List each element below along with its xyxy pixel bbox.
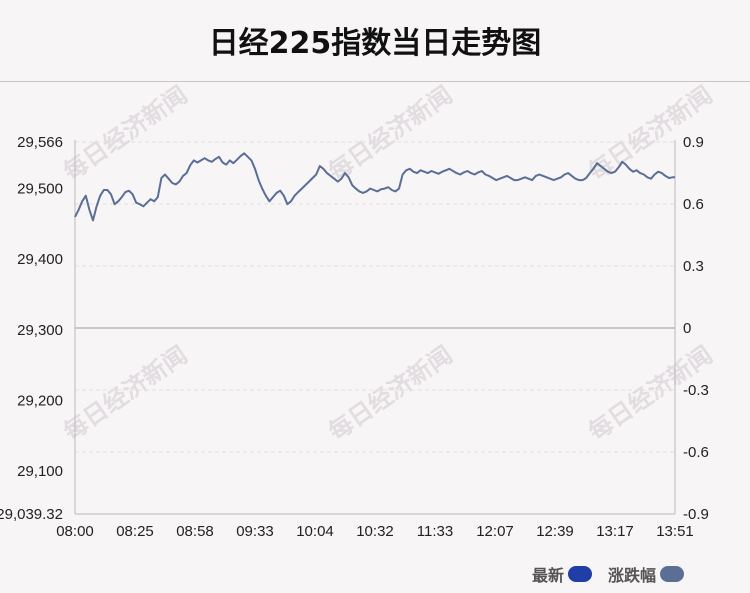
y-right-tick-label: 0.6 <box>683 196 704 213</box>
legend-swatch-latest <box>567 566 592 582</box>
gridlines <box>75 141 675 515</box>
watermark-text: 每日经济新闻 <box>323 341 457 447</box>
legend-swatch-change <box>660 566 684 582</box>
y-left-tick-label: 29,100 <box>17 463 63 480</box>
y-left-ticks: 29,566 29,500 29,400 29,300 29,200 29,100 29,0… <box>0 134 63 523</box>
y-right-tick-label: -0.9 <box>683 506 709 523</box>
y-right-ticks: 0.9 0.6 0.3 0 -0.3 -0.6 -0.9 <box>683 134 709 523</box>
x-tick-label: 09:33 <box>236 523 274 540</box>
watermark-text: 每日经济新闻 <box>58 81 192 187</box>
legend-label-change: 涨跌幅 <box>607 566 656 585</box>
y-right-tick-label: 0.3 <box>683 258 704 275</box>
x-tick-label: 08:58 <box>176 523 214 540</box>
axes <box>74 140 676 515</box>
watermark-text: 每日经济新闻 <box>323 81 457 187</box>
x-tick-label: 12:07 <box>476 523 514 540</box>
y-left-tick-label: 29,566 <box>17 134 63 151</box>
series-layer <box>74 152 675 222</box>
watermark-text: 每日经济新闻 <box>58 341 192 447</box>
x-tick-label: 13:17 <box>596 523 634 540</box>
legend-label-latest: 最新 <box>531 566 564 585</box>
y-right-tick-label: -0.6 <box>683 444 709 461</box>
legend: 最新 涨跌幅 <box>516 562 684 586</box>
title-divider <box>0 81 750 82</box>
x-tick-label: 12:39 <box>536 523 574 540</box>
x-tick-label: 08:00 <box>56 523 94 540</box>
series-line <box>74 152 675 222</box>
y-left-tick-label: 29,200 <box>17 393 63 410</box>
y-left-tick-label: 29,039.32 <box>0 506 63 523</box>
x-tick-label: 10:04 <box>296 523 334 540</box>
y-left-tick-label: 29,300 <box>17 322 63 339</box>
x-tick-label: 08:25 <box>116 523 154 540</box>
x-tick-label: 13:51 <box>656 523 694 540</box>
y-right-tick-label: -0.3 <box>683 382 709 399</box>
legend-item-change[interactable]: 涨跌幅 <box>608 562 684 586</box>
x-tick-label: 11:33 <box>417 523 453 540</box>
x-ticks: 08:00 08:25 08:58 09:33 10:04 10:32 11:33 12:07… <box>56 523 694 540</box>
x-tick-label: 10:32 <box>356 523 394 540</box>
legend-item-latest[interactable]: 最新 <box>532 562 592 586</box>
y-left-tick-label: 29,500 <box>17 181 63 198</box>
y-right-tick-label: 0.9 <box>683 134 704 151</box>
chart-title: 日经225指数当日走势图 <box>208 26 542 61</box>
y-right-tick-label: 0 <box>683 320 691 337</box>
y-left-tick-label: 29,400 <box>17 251 63 268</box>
